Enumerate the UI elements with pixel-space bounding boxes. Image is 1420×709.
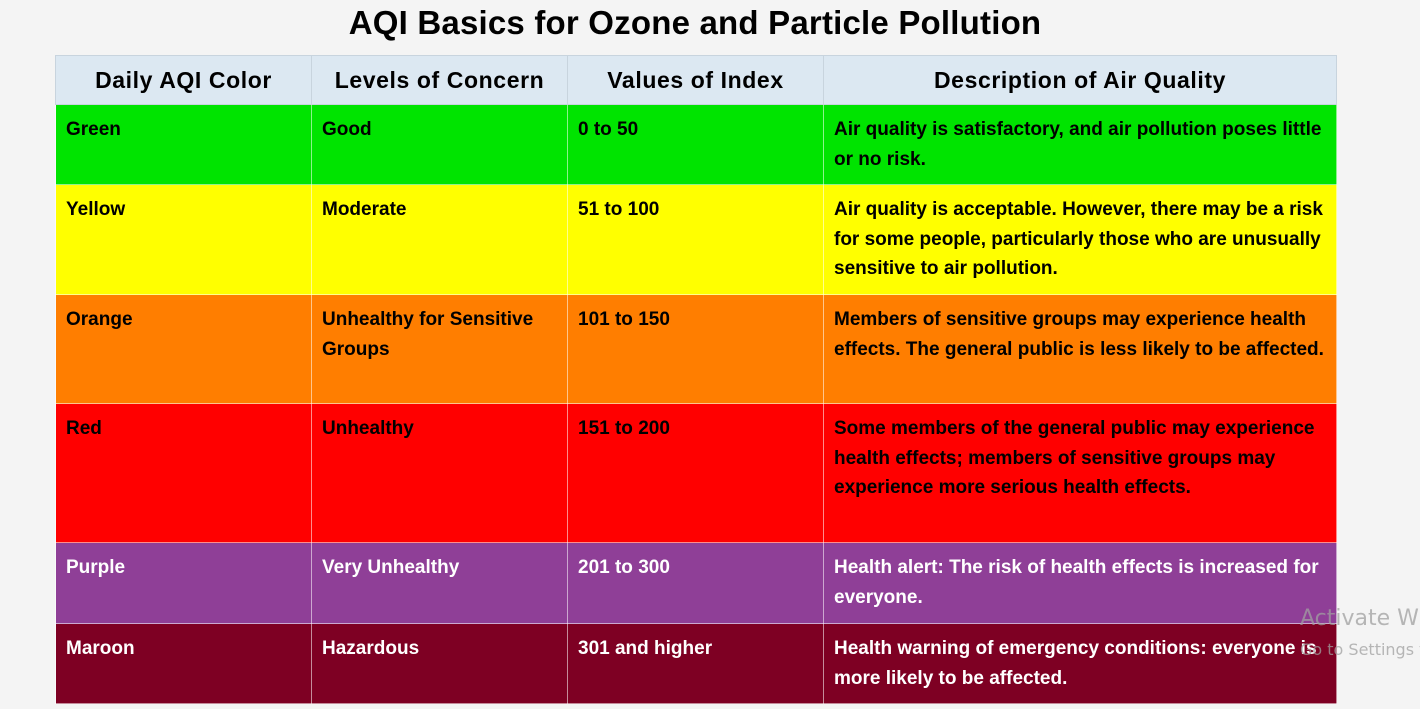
- table-row-yellow: Yellow Moderate 51 to 100 Air quality is…: [55, 184, 1337, 295]
- cell-values: 301 and higher: [567, 623, 824, 704]
- aqi-table: Daily AQI Color Levels of Concern Values…: [55, 55, 1337, 704]
- table-row-purple: Purple Very Unhealthy 201 to 300 Health …: [55, 542, 1337, 624]
- cell-description: Some members of the general public may e…: [823, 403, 1337, 543]
- cell-color-name: Orange: [55, 294, 312, 404]
- cell-description: Air quality is acceptable. However, ther…: [823, 184, 1337, 295]
- cell-color-name: Green: [55, 104, 312, 185]
- cell-level: Moderate: [311, 184, 568, 295]
- cell-values: 51 to 100: [567, 184, 824, 295]
- cell-values: 151 to 200: [567, 403, 824, 543]
- table-header-row: Daily AQI Color Levels of Concern Values…: [55, 55, 1337, 105]
- cell-level: Hazardous: [311, 623, 568, 704]
- table-row-orange: Orange Unhealthy for Sensitive Groups 10…: [55, 294, 1337, 404]
- column-header-description: Description of Air Quality: [823, 55, 1337, 105]
- cell-values: 201 to 300: [567, 542, 824, 624]
- cell-color-name: Red: [55, 403, 312, 543]
- column-header-values: Values of Index: [567, 55, 824, 105]
- column-header-level: Levels of Concern: [311, 55, 568, 105]
- activate-windows-settings-link[interactable]: Go to Settings t: [1300, 640, 1420, 659]
- activate-windows-watermark: Activate Wi: [1300, 606, 1420, 631]
- cell-description: Health alert: The risk of health effects…: [823, 542, 1337, 624]
- cell-color-name: Maroon: [55, 623, 312, 704]
- cell-description: Air quality is satisfactory, and air pol…: [823, 104, 1337, 185]
- cell-color-name: Purple: [55, 542, 312, 624]
- cell-description: Health warning of emergency conditions: …: [823, 623, 1337, 704]
- column-header-color: Daily AQI Color: [55, 55, 312, 105]
- cell-level: Very Unhealthy: [311, 542, 568, 624]
- table-row-maroon: Maroon Hazardous 301 and higher Health w…: [55, 623, 1337, 704]
- cell-level: Good: [311, 104, 568, 185]
- table-row-green: Green Good 0 to 50 Air quality is satisf…: [55, 104, 1337, 185]
- cell-color-name: Yellow: [55, 184, 312, 295]
- cell-values: 0 to 50: [567, 104, 824, 185]
- cell-level: Unhealthy for Sensitive Groups: [311, 294, 568, 404]
- page-title: AQI Basics for Ozone and Particle Pollut…: [348, 4, 1042, 41]
- table-row-red: Red Unhealthy 151 to 200 Some members of…: [55, 403, 1337, 543]
- cell-values: 101 to 150: [567, 294, 824, 404]
- cell-description: Members of sensitive groups may experien…: [823, 294, 1337, 404]
- cell-level: Unhealthy: [311, 403, 568, 543]
